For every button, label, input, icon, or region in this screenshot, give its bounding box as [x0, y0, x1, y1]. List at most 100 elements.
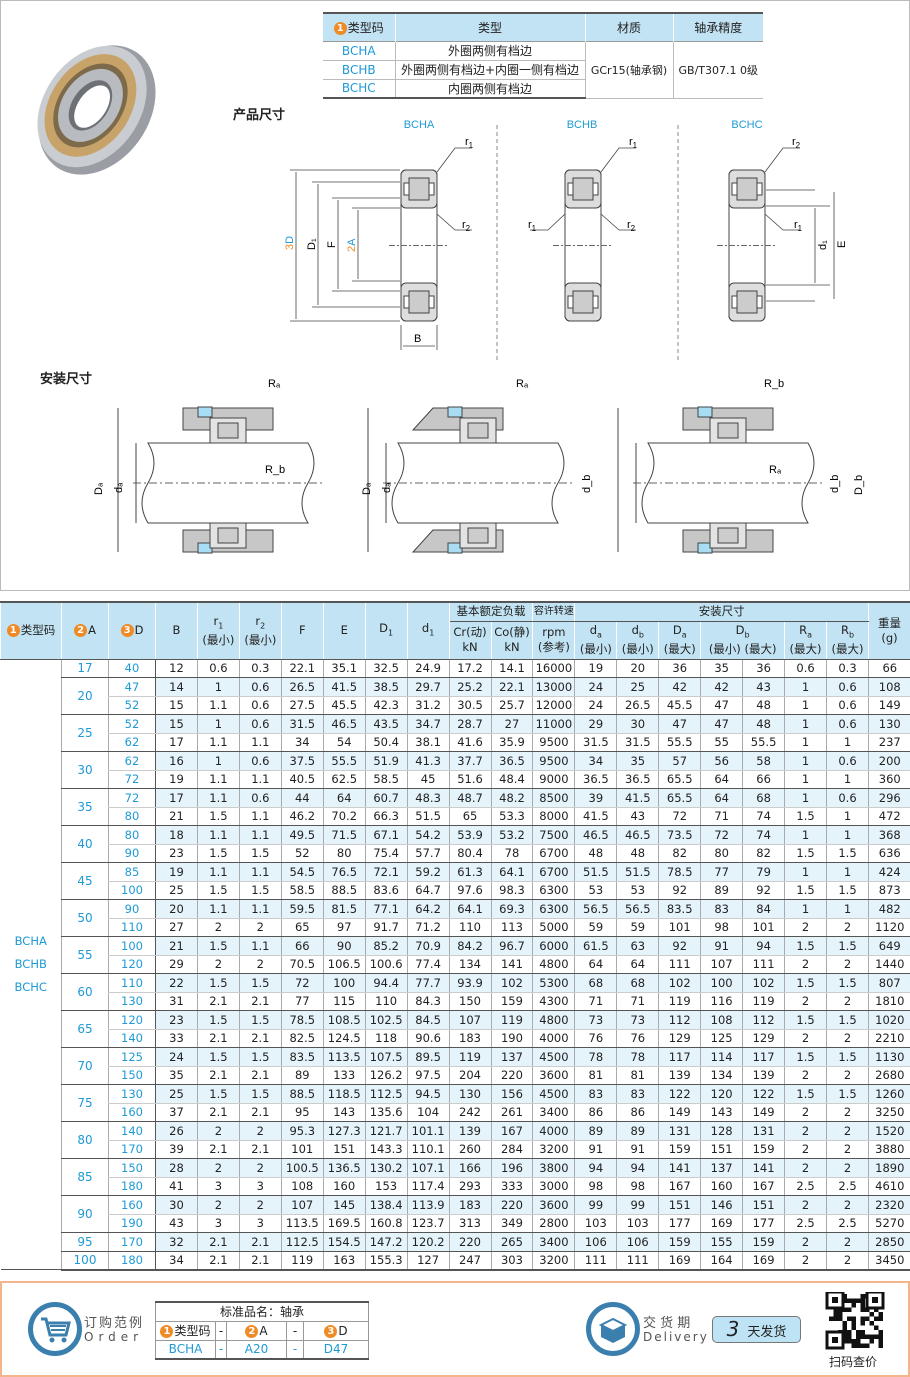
order-D: D47 [302, 1339, 370, 1360]
cell-Rb: 0.6 [825, 696, 869, 715]
cell-A: 85 [61, 1158, 109, 1196]
cell-Db_max: 43 [742, 677, 785, 697]
cell-E: 127.3 [322, 1121, 366, 1141]
cell-B: 19 [155, 862, 198, 882]
cell-E: 136.5 [322, 1158, 366, 1178]
cell-Cr: 64.1 [448, 899, 491, 919]
cell-weight: 3880 [868, 1140, 910, 1159]
cell-F: 34 [280, 733, 324, 752]
cell-B: 29 [155, 955, 198, 974]
cell-D1: 143.3 [364, 1140, 408, 1159]
cell-da: 76 [574, 1029, 617, 1048]
header-Co: Co(静) kN [490, 620, 534, 660]
header-B: B [155, 601, 198, 660]
cell-D: 120 [108, 955, 156, 974]
cell-Da: 101 [658, 918, 701, 937]
cell-weight: 472 [868, 807, 910, 826]
cell-F: 95 [280, 1103, 324, 1122]
header-rpm: rpm (参考) [532, 620, 576, 660]
cell-E: 106.5 [322, 955, 366, 974]
cell-Da: 149 [658, 1103, 701, 1122]
cell-da: 46.5 [574, 825, 617, 845]
cell-Ra: 1 [784, 788, 827, 808]
cell-Cr: 41.6 [448, 733, 491, 752]
cell-Rb: 0.6 [825, 788, 869, 808]
cell-E: 151 [322, 1140, 366, 1159]
cell-r1: 2.1 [196, 1251, 240, 1271]
table-row: 140 33 2.1 2.1 82.5 124.5 118 90.6 183 190 4000 76 7… [1, 1029, 910, 1048]
cell-r2: 3 [238, 1214, 282, 1233]
cell-rpm: 7500 [532, 825, 575, 845]
header-db: db (最小) [616, 620, 660, 660]
cell-weight: 66 [868, 659, 910, 678]
cell-Cr: 119 [448, 1047, 491, 1067]
cell-B: 41 [155, 1177, 198, 1196]
cell-E: 88.5 [322, 881, 366, 900]
cell-d1: 45 [406, 770, 450, 789]
cell-Db_max: 159 [742, 1140, 785, 1159]
cell-Co: 265 [490, 1232, 533, 1252]
cell-Db_min: 42 [700, 677, 743, 697]
cell-D: 140 [108, 1121, 156, 1141]
product-dimension-diagram: BCHA BCHB BCHC r1 r2 r1 r2 r1 r2 r1 3D D… [284, 119, 848, 360]
cell-da: 106 [574, 1232, 617, 1252]
type-table: 1 类型码 类型 材质 轴承精度 BCHA 外圈两侧有档边 GCr15(轴承钢) … [323, 12, 763, 99]
cell-Db_min: 128 [700, 1121, 743, 1141]
diagram-title-bchb: BCHB [567, 119, 598, 131]
cell-rpm: 8000 [532, 807, 575, 826]
cell-da: 24 [574, 677, 617, 697]
cell-rpm: 2800 [532, 1214, 575, 1233]
order-title: 订购范例 [84, 1316, 145, 1331]
cell-A: 100 [61, 1251, 109, 1271]
cell-D: 90 [108, 899, 156, 919]
cell-Db_min: 64 [700, 788, 743, 808]
cell-Cr: 25.2 [448, 677, 491, 697]
standard-name: 标准品名：轴承 [154, 1301, 370, 1322]
label-r2: r2 [627, 219, 636, 233]
cell-Db_min: 108 [700, 1010, 743, 1030]
cell-D1: 121.7 [364, 1121, 408, 1141]
table-row: 100 25 1.5 1.5 58.5 88.5 83.6 64.7 97.6 98.3 6300 5… [1, 881, 910, 900]
cell-Db_min: 100 [700, 973, 743, 993]
cell-db: 86 [616, 1103, 659, 1122]
cell-F: 65 [280, 918, 324, 937]
cell-Ra: 1.5 [784, 881, 827, 900]
cell-Da: 83.5 [658, 899, 701, 919]
cell-db: 31.5 [616, 733, 659, 752]
cell-Ra: 1 [784, 677, 827, 697]
cell-db: 26.5 [616, 696, 659, 715]
cell-B: 23 [155, 1010, 198, 1030]
cell-db: 78 [616, 1047, 659, 1067]
cell-Da: 111 [658, 955, 701, 974]
cell-weight: 1120 [868, 918, 910, 937]
header-r2: r2 (最小) [238, 601, 282, 660]
cell-Db_min: 120 [700, 1084, 743, 1104]
cell-Co: 64.1 [490, 862, 533, 882]
cell-r2: 1.5 [238, 973, 282, 993]
table-row: 120 29 2 2 70.5 106.5 100.6 77.4 134 141 4800 64 64 1… [1, 955, 910, 974]
cell-A: 65 [61, 1010, 109, 1048]
cell-d1: 51.5 [406, 807, 450, 826]
cell-Cr: 313 [448, 1214, 491, 1233]
cell-F: 88.5 [280, 1084, 324, 1104]
cell-d1: 127 [406, 1251, 450, 1271]
cell-D: 62 [108, 733, 156, 752]
cell-Cr: 65 [448, 807, 491, 826]
cell-E: 80 [322, 844, 366, 863]
cell-weight: 296 [868, 788, 910, 808]
cell-Db_max: 112 [742, 1010, 785, 1030]
cell-F: 58.5 [280, 881, 324, 900]
cell-B: 27 [155, 918, 198, 937]
cell-weight: 2210 [868, 1029, 910, 1048]
cell-F: 46.2 [280, 807, 324, 826]
cell-Cr: 204 [448, 1066, 491, 1085]
cell-d1: 110.1 [406, 1140, 450, 1159]
cell-d1: 71.2 [406, 918, 450, 937]
order-code: BCHA [155, 1339, 216, 1360]
cell-B: 19 [155, 770, 198, 789]
cell-Ra: 1.5 [784, 1084, 827, 1104]
cell-weight: 1810 [868, 992, 910, 1011]
dash: - [286, 1339, 304, 1360]
type-code: BCHC [14, 980, 47, 995]
cell-Rb: 1.5 [825, 973, 869, 993]
